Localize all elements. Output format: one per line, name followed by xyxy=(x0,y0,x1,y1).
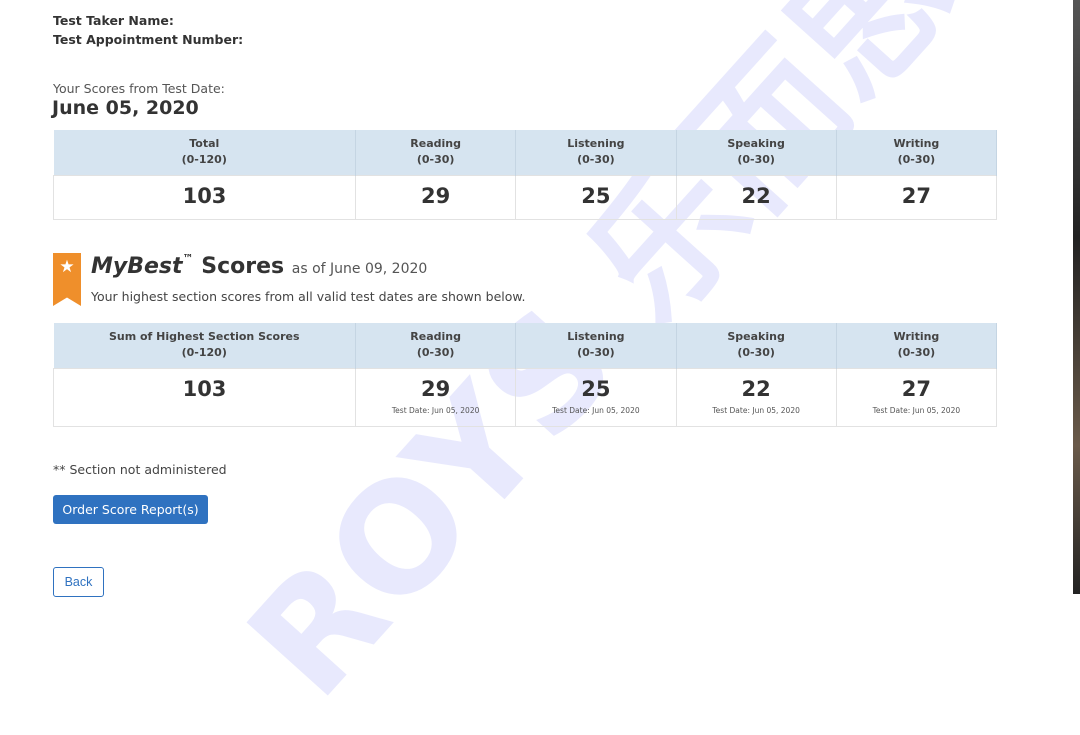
header-listening: Listening (0-30) xyxy=(515,323,677,368)
order-score-report-button[interactable]: Order Score Report(s) xyxy=(53,495,208,524)
table-header-row: Total (0-120) Reading (0-30) Listening (0-3… xyxy=(53,130,998,175)
header-listening: Listening (0-30) xyxy=(515,130,677,175)
header-sum: Sum of Highest Section Scores (0-120) xyxy=(53,323,356,368)
header-reading: Reading (0-30) xyxy=(355,130,517,175)
score-speaking: 22 xyxy=(675,174,837,220)
table-row: 103 29 25 22 27 xyxy=(53,174,998,220)
header-speaking: Speaking (0-30) xyxy=(676,130,837,175)
header-total: Total (0-120) xyxy=(53,130,356,175)
scores-subtitle: Your Scores from Test Date: xyxy=(53,81,225,96)
test-taker-info: Test Taker Name: Test Appointment Number… xyxy=(53,11,243,49)
back-button[interactable]: Back xyxy=(53,567,104,597)
header-writing: Writing (0-30) xyxy=(836,130,998,175)
score-total: 103 xyxy=(53,174,356,220)
score-speaking: 22 Test Date: Jun 05, 2020 xyxy=(675,367,837,427)
score-reading: 29 Test Date: Jun 05, 2020 xyxy=(354,367,517,427)
score-writing: 27 Test Date: Jun 05, 2020 xyxy=(835,367,998,427)
score-writing: 27 xyxy=(835,174,998,220)
header-reading: Reading (0-30) xyxy=(355,323,517,368)
score-listening: 25 xyxy=(515,174,677,220)
table-header-row: Sum of Highest Section Scores (0-120) Rea… xyxy=(53,323,998,368)
section-note: ** Section not administered xyxy=(53,462,227,477)
mybest-as-of: as of June 09, 2020 xyxy=(291,261,428,277)
star-ribbon-icon: ★ xyxy=(53,253,81,306)
score-reading: 29 xyxy=(354,174,517,220)
score-sum: 103 xyxy=(53,367,356,427)
mybest-title: MyBest™ Scores as of June 09, 2020 xyxy=(91,252,428,279)
table-row: 103 29 Test Date: Jun 05, 2020 25 Test Dat… xyxy=(53,367,998,427)
background-edge xyxy=(1073,0,1080,594)
mybest-description: Your highest section scores from all val… xyxy=(91,289,526,304)
test-taker-name-label: Test Taker Name: xyxy=(53,13,174,28)
test-date: June 05, 2020 xyxy=(52,97,199,119)
header-speaking: Speaking (0-30) xyxy=(676,323,837,368)
header-writing: Writing (0-30) xyxy=(836,323,998,368)
score-listening: 25 Test Date: Jun 05, 2020 xyxy=(515,367,677,427)
appointment-number-label: Test Appointment Number: xyxy=(53,32,244,47)
mybest-table: Sum of Highest Section Scores (0-120) Rea… xyxy=(53,323,998,427)
scores-table: Total (0-120) Reading (0-30) Listening (0-3… xyxy=(53,130,998,220)
